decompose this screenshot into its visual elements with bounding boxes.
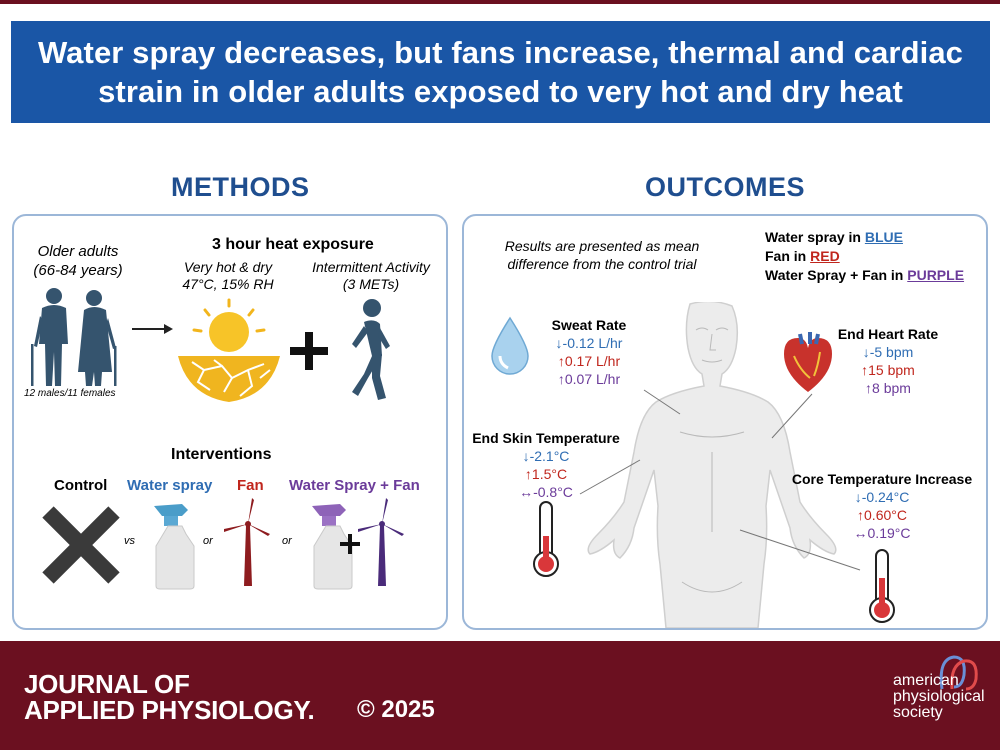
core-temperature-block: Core Temperature Increase ↓-0.24°C ↑0.60…: [786, 470, 978, 542]
skin-temperature-block: End Skin Temperature ↓-2.1°C ↑1.5°C ↔-0.…: [470, 429, 622, 501]
title-line-1: Water spray decreases, but fans increase…: [37, 35, 964, 70]
methods-panel: [12, 214, 448, 630]
or-label-1: or: [203, 535, 213, 547]
plus-icon: [290, 332, 328, 370]
human-body-figure: [587, 302, 837, 628]
spray-bottle-icon: [154, 504, 195, 590]
footer-bar: JOURNAL OF APPLIED PHYSIOLOGY. © 2025: [0, 641, 1000, 750]
elderly-couple-icon: [31, 288, 117, 386]
legend-water-row: Water spray in BLUE: [765, 229, 903, 245]
fan-label: Fan: [237, 477, 264, 494]
activity-label: Intermittent Activity (3 METs): [312, 259, 430, 292]
title-banner: Water spray decreases, but fans increase…: [11, 21, 990, 123]
walking-person-icon: [352, 299, 390, 400]
fan-purple-icon: [358, 498, 404, 586]
thermometer-skin-icon: [533, 501, 559, 577]
core-temperature-label: Core Temperature Increase: [791, 471, 973, 487]
title-line-2: strain in older adults exposed to very h…: [98, 74, 903, 109]
legend-fan-row: Fan in RED: [765, 248, 840, 264]
methods-heading: METHODS: [171, 172, 310, 202]
leader-lines: [579, 389, 861, 571]
aps-logo-icon: [939, 655, 978, 691]
sweat-rate-label: Sweat Rate: [551, 317, 627, 333]
legend-combo-row: Water Spray + Fan in PURPLE: [765, 267, 965, 283]
sweat-rate-block: Sweat Rate ↓-0.12 L/hr ↑0.17 L/hr ↑0.07 …: [534, 316, 644, 388]
thermometer-core-icon: [869, 549, 895, 623]
heart-rate-block: End Heart Rate ↓-5 bpm ↑15 bpm ↑8 bpm: [832, 325, 944, 397]
society-name: american physiological society: [893, 672, 985, 721]
arrow-right-icon: [132, 324, 173, 334]
water-drop-icon: [491, 316, 529, 375]
heart-rate-label: End Heart Rate: [837, 326, 939, 342]
fan-red-icon: [224, 498, 270, 586]
combo-label: Water Spray + Fan: [289, 477, 420, 494]
spray-bottle-purple-icon: [312, 504, 353, 590]
heat-conditions-label: Very hot & dry 47°C, 15% RH: [182, 259, 274, 292]
heart-icon: [784, 332, 832, 392]
results-note: Results are presented as mean difference…: [504, 238, 700, 272]
journal-name: JOURNAL OF APPLIED PHYSIOLOGY.: [24, 669, 315, 725]
color-legend: Water spray in BLUE Fan in RED Water Spr…: [765, 228, 964, 285]
sun-dry-earth-icon: [178, 298, 280, 402]
skin-temperature-label: End Skin Temperature: [472, 430, 620, 446]
plus-small-icon: [340, 534, 360, 554]
copyright-label: © 2025: [357, 696, 435, 723]
sample-size-label: 12 males/11 females: [24, 388, 116, 399]
exposure-title: 3 hour heat exposure: [212, 236, 374, 253]
or-label-2: or: [282, 535, 292, 547]
older-adults-label: Older adults (66-84 years): [33, 243, 123, 279]
vs-label: vs: [124, 535, 135, 547]
interventions-title: Interventions: [171, 446, 272, 463]
outcomes-heading: OUTCOMES: [645, 172, 806, 202]
top-accent-bar: [0, 0, 1000, 4]
x-mark-icon: [42, 506, 120, 584]
control-label: Control: [54, 477, 108, 494]
water-spray-label: Water spray: [127, 477, 213, 494]
